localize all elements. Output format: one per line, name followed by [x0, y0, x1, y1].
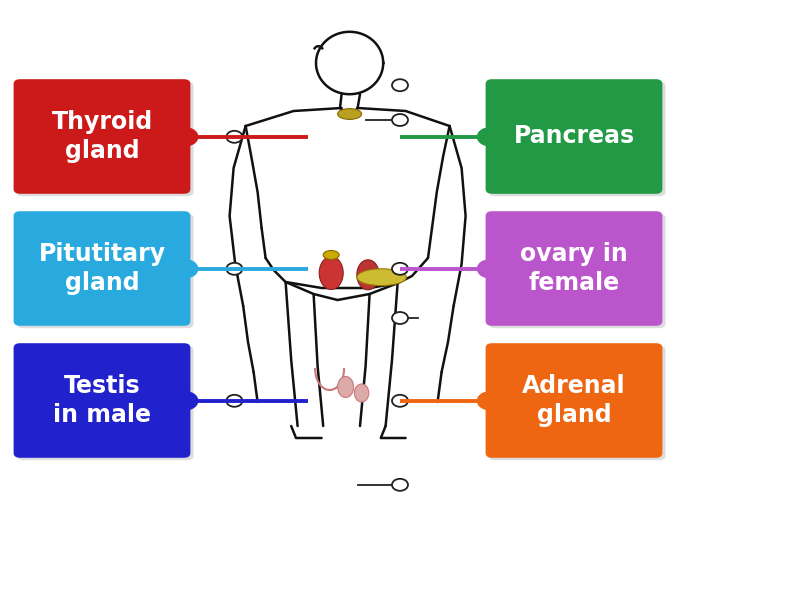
Text: Pitutitary
gland: Pitutitary gland [38, 242, 166, 295]
Circle shape [392, 479, 408, 491]
Circle shape [392, 114, 408, 126]
FancyBboxPatch shape [17, 346, 194, 460]
Circle shape [173, 259, 198, 278]
Circle shape [226, 131, 242, 143]
FancyBboxPatch shape [17, 214, 194, 328]
Circle shape [477, 391, 502, 410]
FancyBboxPatch shape [17, 82, 194, 196]
Circle shape [477, 259, 502, 278]
FancyBboxPatch shape [489, 346, 666, 460]
Text: Pancreas: Pancreas [514, 124, 634, 148]
Text: Testis
in male: Testis in male [53, 374, 151, 427]
FancyBboxPatch shape [14, 343, 190, 458]
Circle shape [477, 127, 502, 146]
Text: Adrenal
gland: Adrenal gland [522, 374, 626, 427]
FancyBboxPatch shape [14, 211, 190, 326]
Ellipse shape [357, 260, 379, 290]
FancyBboxPatch shape [486, 211, 662, 326]
Circle shape [392, 395, 408, 407]
Circle shape [392, 312, 408, 324]
FancyBboxPatch shape [486, 343, 662, 458]
Circle shape [173, 391, 198, 410]
Ellipse shape [323, 251, 339, 259]
FancyBboxPatch shape [489, 82, 666, 196]
Text: Thyroid
gland: Thyroid gland [51, 110, 153, 163]
FancyBboxPatch shape [486, 79, 662, 194]
Circle shape [173, 127, 198, 146]
Ellipse shape [319, 257, 343, 289]
FancyBboxPatch shape [489, 214, 666, 328]
Ellipse shape [338, 377, 354, 397]
Circle shape [392, 79, 408, 91]
Ellipse shape [357, 269, 406, 286]
Circle shape [226, 395, 242, 407]
Ellipse shape [354, 384, 369, 402]
FancyBboxPatch shape [14, 79, 190, 194]
Circle shape [226, 263, 242, 275]
Circle shape [392, 263, 408, 275]
Text: ovary in
female: ovary in female [520, 242, 628, 295]
Ellipse shape [338, 109, 362, 119]
